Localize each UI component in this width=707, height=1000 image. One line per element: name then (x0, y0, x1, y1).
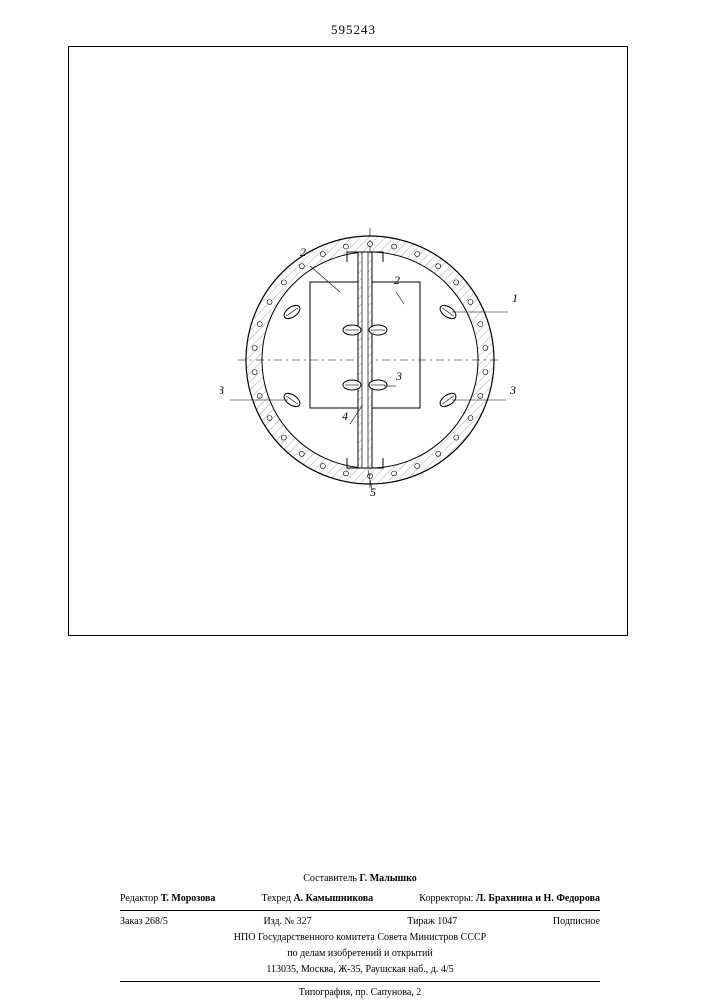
editor-label: Редактор (120, 893, 158, 904)
svg-text:2: 2 (300, 245, 306, 259)
techred-label: Техред (262, 893, 291, 904)
svg-text:3: 3 (220, 383, 224, 397)
patent-number: 595243 (0, 22, 707, 38)
print-run: Тираж 1047 (407, 915, 457, 929)
svg-text:4: 4 (342, 409, 348, 423)
print-info-line: Заказ 268/5 Изд. № 327 Тираж 1047 Подпис… (120, 915, 600, 929)
svg-text:3: 3 (395, 369, 402, 383)
issue: Изд. № 327 (263, 915, 311, 929)
techred-name: А. Камышникова (293, 893, 373, 904)
compiler-line: Составитель Г. Малышко (120, 872, 600, 886)
svg-text:2: 2 (394, 273, 400, 287)
compiler-label: Составитель (303, 873, 357, 884)
techred: Техред А. Камышникова (262, 892, 374, 906)
order: Заказ 268/5 (120, 915, 168, 929)
page: 595243 1 2 2 3 3 3 4 5 Составитель Г. Малышко Р… (0, 0, 707, 1000)
correctors-label: Корректоры: (419, 893, 473, 904)
correctors: Корректоры: Л. Брахнина и Н. Федорова (419, 892, 600, 906)
svg-text:1: 1 (512, 291, 518, 305)
publisher-line-3: 113035, Москва, Ж-35, Раушская наб., д. … (120, 963, 600, 982)
svg-text:5: 5 (370, 485, 376, 499)
publisher-line-1: НПО Государственного комитета Совета Мин… (120, 931, 600, 945)
subscription: Подписное (553, 915, 600, 929)
typography-line: Типография, пр. Сапунова, 2 (120, 986, 600, 1000)
technical-figure: 12233345 (220, 210, 480, 470)
figure-svg: 1 2 2 3 3 3 4 5 (220, 210, 520, 510)
staff-line: Редактор Т. Морозова Техред А. Камышнико… (120, 892, 600, 911)
credits-block: Составитель Г. Малышко Редактор Т. Мороз… (120, 872, 600, 1000)
editor-name: Т. Морозова (161, 893, 216, 904)
svg-text:3: 3 (509, 383, 516, 397)
editor: Редактор Т. Морозова (120, 892, 215, 906)
publisher-line-2: по делам изобретений и открытий (120, 947, 600, 961)
compiler-name: Г. Малышко (359, 873, 416, 884)
correctors-names: Л. Брахнина и Н. Федорова (476, 893, 600, 904)
